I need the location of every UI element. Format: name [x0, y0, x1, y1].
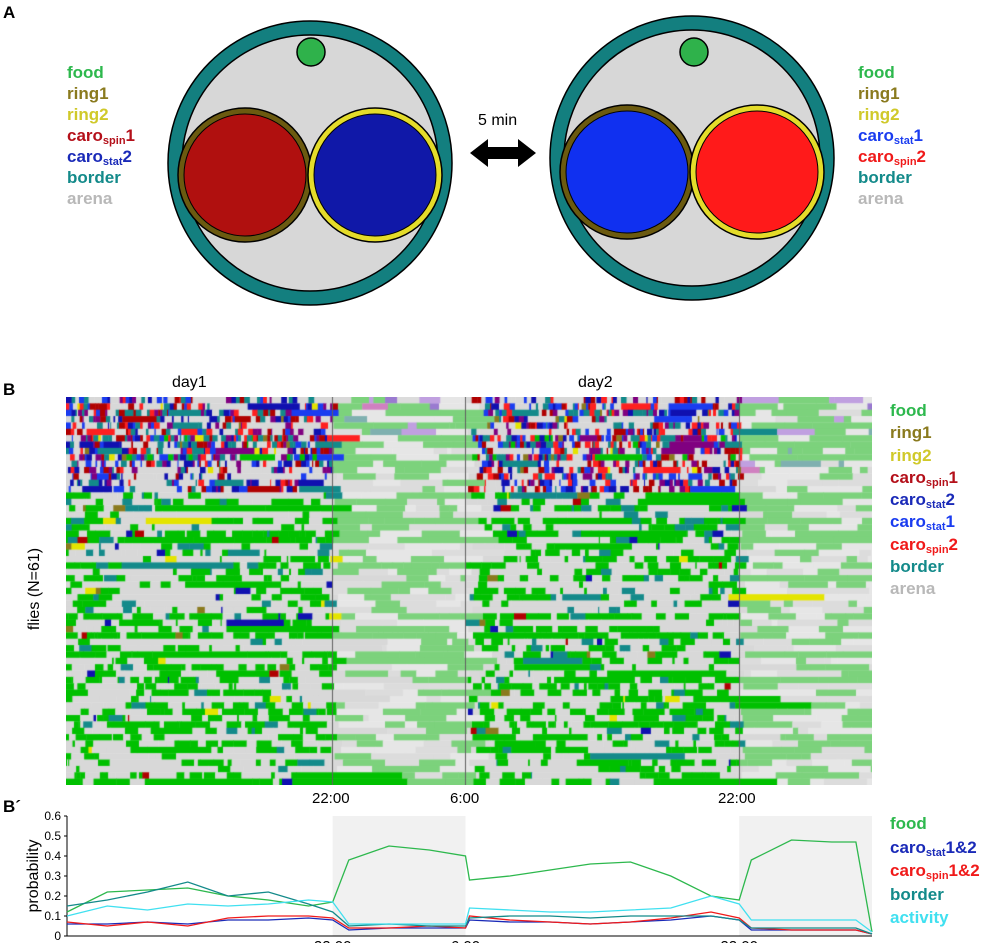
legend-raster-item: ring1 [890, 423, 932, 443]
legend-left-item: ring1 [67, 84, 109, 103]
legend-prob-item: carospin1&2 [890, 861, 980, 882]
legend-raster-item: arena [890, 579, 936, 599]
arena-right-food [679, 37, 709, 67]
legend-left-item: border [67, 168, 121, 187]
day2-label: day2 [578, 374, 613, 391]
y-tick-label: 0.4 [44, 849, 61, 863]
legend-right-item: ring2 [858, 105, 900, 124]
double-arrow-icon [470, 139, 536, 167]
legend-right-item: carostat1 [858, 126, 923, 147]
y-tick-label: 0 [54, 929, 61, 943]
panel-letter-a: A [3, 3, 16, 22]
panel-letter-b-prime: B´ [3, 797, 21, 816]
y-axis-label: probability [25, 840, 42, 913]
arena-left [167, 20, 453, 306]
legend-raster-item: carospin2 [890, 534, 959, 556]
legend-raster-item: ring2 [890, 445, 932, 465]
legend-prob-item: activity [890, 908, 949, 927]
night-shading-0 [332, 816, 466, 936]
legend-raster-item: border [890, 557, 944, 577]
legend-prob-item: carostat1&2 [890, 837, 977, 859]
transition-label: 5 min [478, 112, 518, 129]
legend-left-item: ring2 [67, 105, 109, 124]
x-tick-label: 22:00 [314, 938, 352, 943]
y-tick-label: 0.2 [44, 889, 61, 903]
y-tick-label: 0.6 [44, 809, 61, 823]
legend-right-item: arena [858, 189, 904, 208]
y-tick-label: 0.1 [44, 909, 61, 923]
arena-left-caro-left [183, 113, 307, 237]
arena-right-caro-right [695, 110, 819, 234]
legend-left-item: carostat2 [67, 147, 132, 168]
x-tick-label: 22:00 [720, 938, 758, 943]
raster-xtick-1: 22:00 [312, 790, 350, 807]
legend-raster-item: carostat1 [890, 512, 955, 534]
legend-right-item: food [858, 63, 895, 82]
raster-xtick-3: 22:00 [718, 790, 756, 807]
legend-raster-item: food [890, 401, 927, 420]
raster-ylabel: flies (N=61) [26, 547, 43, 631]
arena-diagram [167, 15, 835, 306]
series-line [67, 915, 873, 935]
x-tick-label: 6:00 [451, 938, 480, 943]
legend-arena-left: food ring1 ring2 carospin1 carostat2 border ar… [67, 62, 135, 209]
legend-prob-item: border [890, 884, 944, 904]
probability-chart: 0 0.1 0.2 0.3 0.4 0.5 0.6 probability 22:00 6:00 2… [25, 809, 873, 943]
night-shading-1 [739, 816, 872, 936]
legend-raster-item: carospin1 [890, 467, 959, 489]
legend-prob-item: food [890, 814, 927, 833]
y-tick-label: 0.5 [44, 829, 61, 843]
legend-raster-item: carostat2 [890, 490, 955, 512]
arena-left-food [296, 37, 326, 67]
legend-left-item: carospin1 [67, 126, 136, 147]
panel-letter-b: B [3, 380, 16, 399]
legend-probability: food carostat1&2 carospin1&2 border activity [890, 812, 980, 930]
legend-arena-right: food ring1 ring2 carostat1 carospin2 border ar… [858, 62, 926, 209]
legend-right-item: carospin2 [858, 147, 927, 168]
arena-right-caro-left [565, 110, 689, 234]
legend-left-item: arena [67, 189, 113, 208]
series-line [66, 895, 873, 933]
legend-left-item: food [67, 63, 104, 82]
series-line [66, 881, 873, 935]
y-tick-label: 0.3 [44, 869, 61, 883]
arena-left-caro-right [313, 113, 437, 237]
legend-right-item: ring1 [858, 84, 900, 103]
arena-right [549, 15, 835, 301]
legend-raster: food ring1 ring2 carospin1 carostat2 carostat… [890, 400, 958, 601]
raster-xtick-2: 6:00 [450, 790, 480, 807]
ethogram-raster [66, 397, 872, 785]
day1-label: day1 [172, 374, 207, 391]
legend-right-item: border [858, 168, 912, 187]
